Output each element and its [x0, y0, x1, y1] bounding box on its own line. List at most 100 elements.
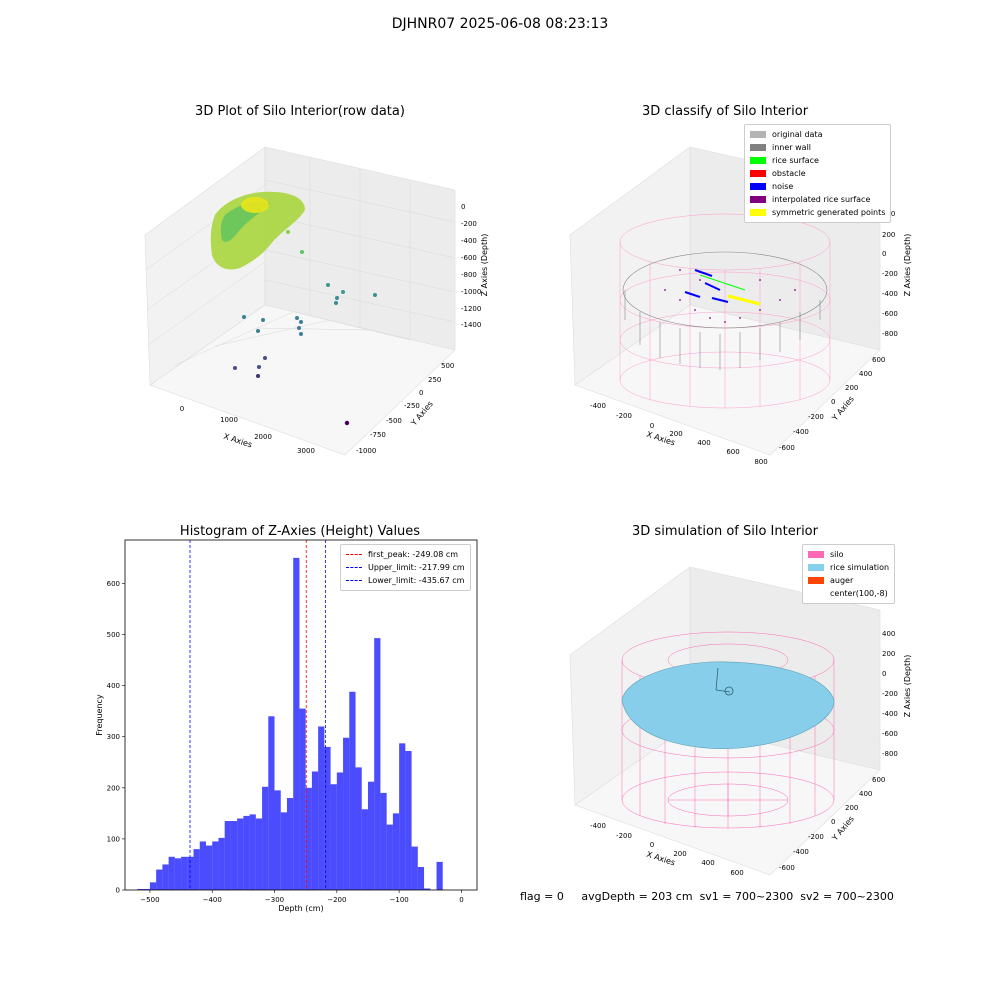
histogram-bar — [324, 746, 331, 890]
classify-z-tick: -400 — [882, 290, 898, 298]
legend-item-center: center(100,-8) — [808, 587, 889, 600]
histogram-y-tick-label: 100 — [107, 835, 120, 843]
histogram-y-tick-label: 500 — [107, 631, 120, 639]
legend-label: rice surface — [772, 156, 819, 165]
histogram-bar — [218, 837, 225, 890]
histogram-bar — [168, 856, 175, 890]
histogram-bar — [318, 726, 325, 890]
legend-label: Lower_limit: -435.67 cm — [368, 576, 465, 585]
classify-y-tick: -200 — [808, 413, 824, 421]
classify-interpolated-surface — [664, 269, 796, 323]
histogram-y-tick-label: 400 — [107, 682, 120, 690]
histogram-x-ticks: −500 −400 −300 −200 −100 0 — [140, 890, 464, 904]
legend-label: noise — [772, 182, 794, 191]
raw-y-tick: -1000 — [356, 447, 376, 455]
histogram-bar — [374, 638, 381, 890]
histogram-bar — [367, 781, 375, 890]
simulation-rice-surface — [621, 661, 835, 749]
simulation-x-axis-label: X Axies — [645, 850, 676, 868]
simulation-plot-title: 3D simulation of Silo Interior — [632, 524, 818, 539]
histogram-bar — [355, 767, 362, 890]
legend-item-rice-surface: rice surface — [750, 154, 885, 167]
histogram-bar — [162, 864, 169, 890]
simulation-y-tick: -600 — [779, 864, 795, 872]
raw-y-tick: 0 — [419, 389, 423, 397]
classify-z-tick: -800 — [882, 330, 898, 338]
histogram-x-tick-label: −200 — [327, 896, 346, 904]
histogram-y-label: Frequency — [95, 694, 104, 736]
raw-z-axis-label: Z Axies (Depth) — [480, 234, 489, 297]
histogram-bar — [386, 824, 393, 890]
legend-label: inner wall — [772, 143, 812, 152]
legend-label: rice simulation — [830, 563, 890, 572]
histogram-x-tick-label: −100 — [390, 896, 409, 904]
raw-grid — [144, 157, 456, 366]
raw-z-tick: -1000 — [461, 288, 481, 296]
legend-item-lower-limit: Lower_limit: -435.67 cm — [346, 574, 465, 587]
legend-swatch — [750, 183, 766, 190]
classify-y-tick: -600 — [779, 444, 795, 452]
classify-z-tick: 0 — [882, 250, 886, 258]
histogram-bar — [205, 845, 213, 890]
histogram-bar — [311, 771, 319, 890]
simulation-x-tick: -200 — [616, 832, 632, 840]
histogram-bar — [199, 841, 206, 890]
histogram-bars — [137, 557, 443, 890]
legend-swatch — [750, 209, 766, 216]
legend-item-inner-wall: inner wall — [750, 141, 885, 154]
histogram-bar — [330, 784, 337, 890]
classify-symmetric-points — [727, 294, 761, 306]
histogram-bar — [249, 814, 256, 890]
histogram-bar — [274, 790, 281, 890]
classify-y-tick: -400 — [793, 428, 809, 436]
simulation-auger — [715, 667, 734, 696]
simulation-y-tick: 600 — [872, 776, 885, 784]
legend-swatch — [750, 144, 766, 151]
raw-z-tick: -200 — [461, 220, 477, 228]
raw-x-tick: 0 — [180, 405, 184, 413]
classify-y-tick: 400 — [859, 370, 872, 378]
legend-label: first_peak: -249.08 cm — [368, 550, 459, 559]
legend-line — [346, 580, 362, 581]
classify-y-tick: 600 — [872, 356, 885, 364]
raw-floor-pane — [149, 304, 456, 456]
classify-plot-title: 3D classify of Silo Interior — [641, 104, 809, 119]
histogram-x-label: Depth (cm) — [278, 904, 323, 913]
histogram-bar — [262, 786, 269, 890]
legend-line — [346, 554, 362, 555]
legend-label: silo — [830, 550, 844, 559]
histogram-frame — [124, 539, 478, 891]
raw-outlier-points — [233, 230, 377, 426]
histogram-bar — [424, 888, 431, 890]
simulation-y-tick: 400 — [859, 790, 872, 798]
classify-inner-wall — [622, 251, 828, 370]
legend-item-interpolated-surface: interpolated rice surface — [750, 193, 885, 206]
histogram-axes: −500 −400 −300 −200 −100 0 0 100 200 300 400 500 60… — [95, 539, 478, 913]
histogram-x-tick-label: 0 — [459, 896, 463, 904]
raw-3d-axes: 0 1000 2000 3000 X Axies 500 250 0 -250 … — [144, 146, 489, 456]
legend-item-original-data: original data — [750, 128, 885, 141]
raw-y-tick: -250 — [404, 402, 420, 410]
legend-item-rice-simulation: rice simulation — [808, 561, 889, 574]
legend-label: interpolated rice surface — [772, 195, 871, 204]
histogram-bar — [343, 737, 350, 890]
raw-y-tick: 500 — [441, 362, 454, 370]
raw-y-tick: -750 — [370, 431, 386, 439]
flag-text: flag = 0 — [520, 890, 564, 903]
simulation-z-tick: -200 — [882, 690, 898, 698]
legend-item-first-peak: first_peak: -249.08 cm — [346, 548, 465, 561]
simulation-z-tick: 0 — [882, 670, 886, 678]
status-footer: flag = 0 avgDepth = 203 cm sv1 = 700~230… — [520, 890, 894, 903]
histogram-bar — [187, 856, 194, 890]
histogram-bar — [349, 691, 356, 890]
simulation-y-tick: 200 — [845, 804, 858, 812]
classify-x-tick: 0 — [650, 422, 654, 430]
simulation-x-tick: -400 — [590, 822, 606, 830]
histogram-bar — [361, 809, 368, 890]
raw-y-tick: 250 — [428, 376, 441, 384]
raw-y-tick: -500 — [386, 417, 402, 425]
legend-label: original data — [772, 130, 823, 139]
sv1-text: sv1 = 700~2300 — [699, 890, 794, 903]
histogram-bar — [293, 557, 300, 890]
classify-x-tick: 600 — [726, 448, 739, 456]
